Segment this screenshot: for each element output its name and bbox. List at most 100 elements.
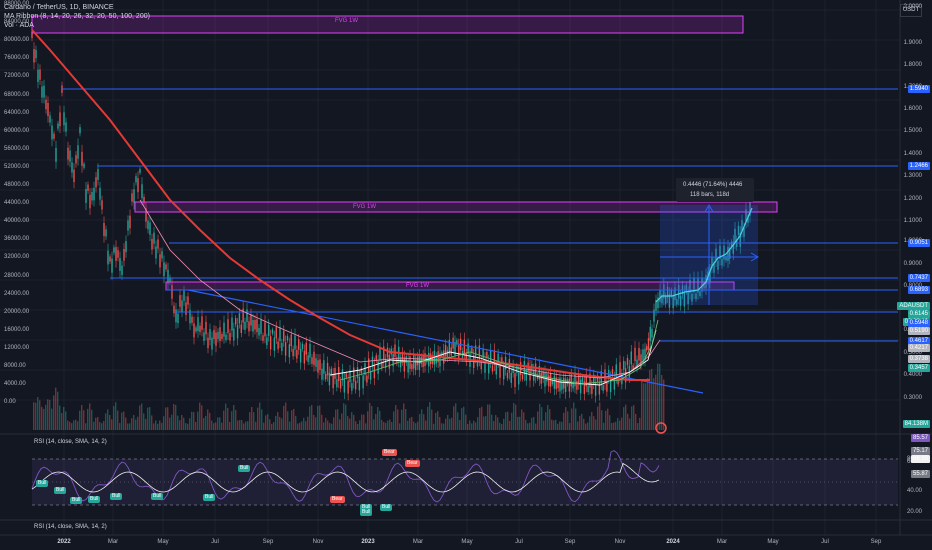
- left-axis-tick: 36000.00: [4, 236, 30, 243]
- volume-bar: [83, 410, 85, 430]
- candle-body: [299, 348, 302, 363]
- candle-body: [69, 150, 71, 162]
- volume-bar: [209, 412, 211, 430]
- candle-body: [75, 155, 77, 164]
- left-axis-tick: 64000.00: [4, 109, 30, 116]
- volume-bar: [569, 423, 571, 430]
- candle-body: [288, 344, 291, 358]
- volume-bar: [41, 406, 43, 430]
- candle-body: [91, 192, 93, 201]
- candle-body: [697, 278, 699, 293]
- rsi-axis-tick: 20.00: [906, 509, 922, 515]
- candle-body: [553, 375, 556, 389]
- candle-body: [369, 370, 372, 380]
- volume-bar: [581, 413, 583, 430]
- candle-body: [215, 332, 217, 346]
- volume-bar: [329, 423, 331, 430]
- volume-bar: [155, 420, 157, 430]
- candle-body: [35, 49, 37, 59]
- volume-bar: [631, 406, 633, 430]
- volume-bar: [45, 404, 47, 430]
- candle-body: [446, 350, 449, 359]
- candle-body: [254, 319, 256, 330]
- candle-body: [476, 359, 479, 367]
- volume-bar: [327, 420, 329, 430]
- candle-body: [594, 381, 597, 396]
- volume-bar: [163, 416, 165, 430]
- volume-bar: [621, 417, 623, 430]
- left-axis-tick: 20000.00: [4, 308, 30, 315]
- candle-body: [325, 373, 327, 380]
- candle-body: [65, 122, 67, 132]
- rsi-bear-badge: Bear: [382, 449, 397, 456]
- volume-bar: [53, 395, 55, 430]
- candle-body: [379, 348, 381, 361]
- volume-bar: [565, 407, 567, 430]
- volume-bar: [643, 383, 645, 430]
- candle-body: [279, 327, 281, 342]
- candle-body: [401, 351, 404, 362]
- volume-bar: [641, 380, 643, 430]
- candle-body: [721, 258, 723, 266]
- volume-bar: [347, 416, 349, 430]
- candle-body: [163, 262, 165, 277]
- volume-bar: [541, 407, 543, 430]
- candle-body: [585, 374, 587, 387]
- volume-bar: [95, 417, 97, 430]
- rsi-legend[interactable]: RSI (14, close, SMA, 14, 2): [34, 439, 107, 445]
- candle-body: [366, 375, 368, 383]
- price-axis-tick: 1.8000: [903, 62, 922, 68]
- candle-body: [634, 347, 636, 362]
- candle-body: [730, 241, 733, 248]
- volume-bar: [613, 422, 615, 430]
- time-axis-tick: 2024: [666, 539, 680, 545]
- candle-body: [203, 332, 205, 341]
- volume-bar: [417, 421, 419, 430]
- volume-bar: [227, 407, 229, 430]
- volume-bar: [485, 415, 487, 430]
- candle-body: [619, 362, 621, 376]
- volume-bar: [85, 423, 87, 430]
- volume-bar: [259, 402, 261, 430]
- candle-body: [309, 343, 311, 358]
- candle-body: [743, 227, 745, 237]
- candle-body: [101, 200, 103, 210]
- time-axis-tick: May: [767, 539, 779, 545]
- alert-marker[interactable]: [655, 422, 667, 434]
- ma-ribbon-legend[interactable]: MA Ribbon (8, 14, 20, 26, 32, 20, 50, 10…: [4, 13, 150, 20]
- trend-line[interactable]: [187, 289, 704, 394]
- candle-body: [598, 382, 601, 395]
- candle-body: [81, 151, 83, 166]
- volume-bar: [365, 423, 367, 430]
- measure-arrow-v-head: [704, 203, 714, 213]
- candle-body: [568, 378, 571, 392]
- rsi-legend-2[interactable]: RSI (14, close, SMA, 14, 2): [34, 524, 107, 530]
- candle-body: [165, 264, 167, 270]
- candle-body: [409, 356, 411, 369]
- volume-bar: [43, 408, 45, 430]
- volume-bar: [211, 420, 213, 430]
- price-label: 0.5948: [907, 319, 930, 327]
- fvg-zone-mid: [134, 201, 778, 213]
- volume-bar: [175, 404, 177, 430]
- volume-bar: [335, 409, 337, 430]
- candle-body: [137, 178, 139, 193]
- volume-bar: [341, 413, 343, 430]
- volume-bar: [563, 412, 565, 430]
- time-axis-tick: Nov: [312, 539, 324, 545]
- volume-bar: [303, 417, 305, 430]
- volume-bar: [79, 410, 81, 430]
- candle-body: [655, 300, 657, 311]
- moving-averages: [31, 29, 753, 386]
- candle-body: [317, 360, 319, 373]
- candle-body: [579, 379, 582, 394]
- volume-bar: [289, 421, 291, 430]
- volume-bar: [117, 410, 119, 430]
- volume-legend[interactable]: Vol · ADA: [4, 22, 34, 29]
- volume-bar: [511, 412, 513, 430]
- currency-button[interactable]: USDT: [900, 4, 922, 17]
- left-axis-tick: 52000.00: [4, 163, 30, 170]
- volume-bar: [65, 411, 67, 430]
- candle-body: [213, 329, 215, 340]
